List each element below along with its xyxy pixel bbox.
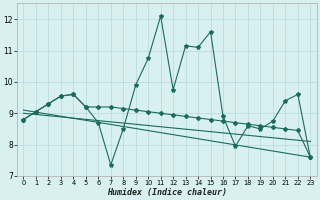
X-axis label: Humidex (Indice chaleur): Humidex (Indice chaleur) <box>107 188 227 197</box>
